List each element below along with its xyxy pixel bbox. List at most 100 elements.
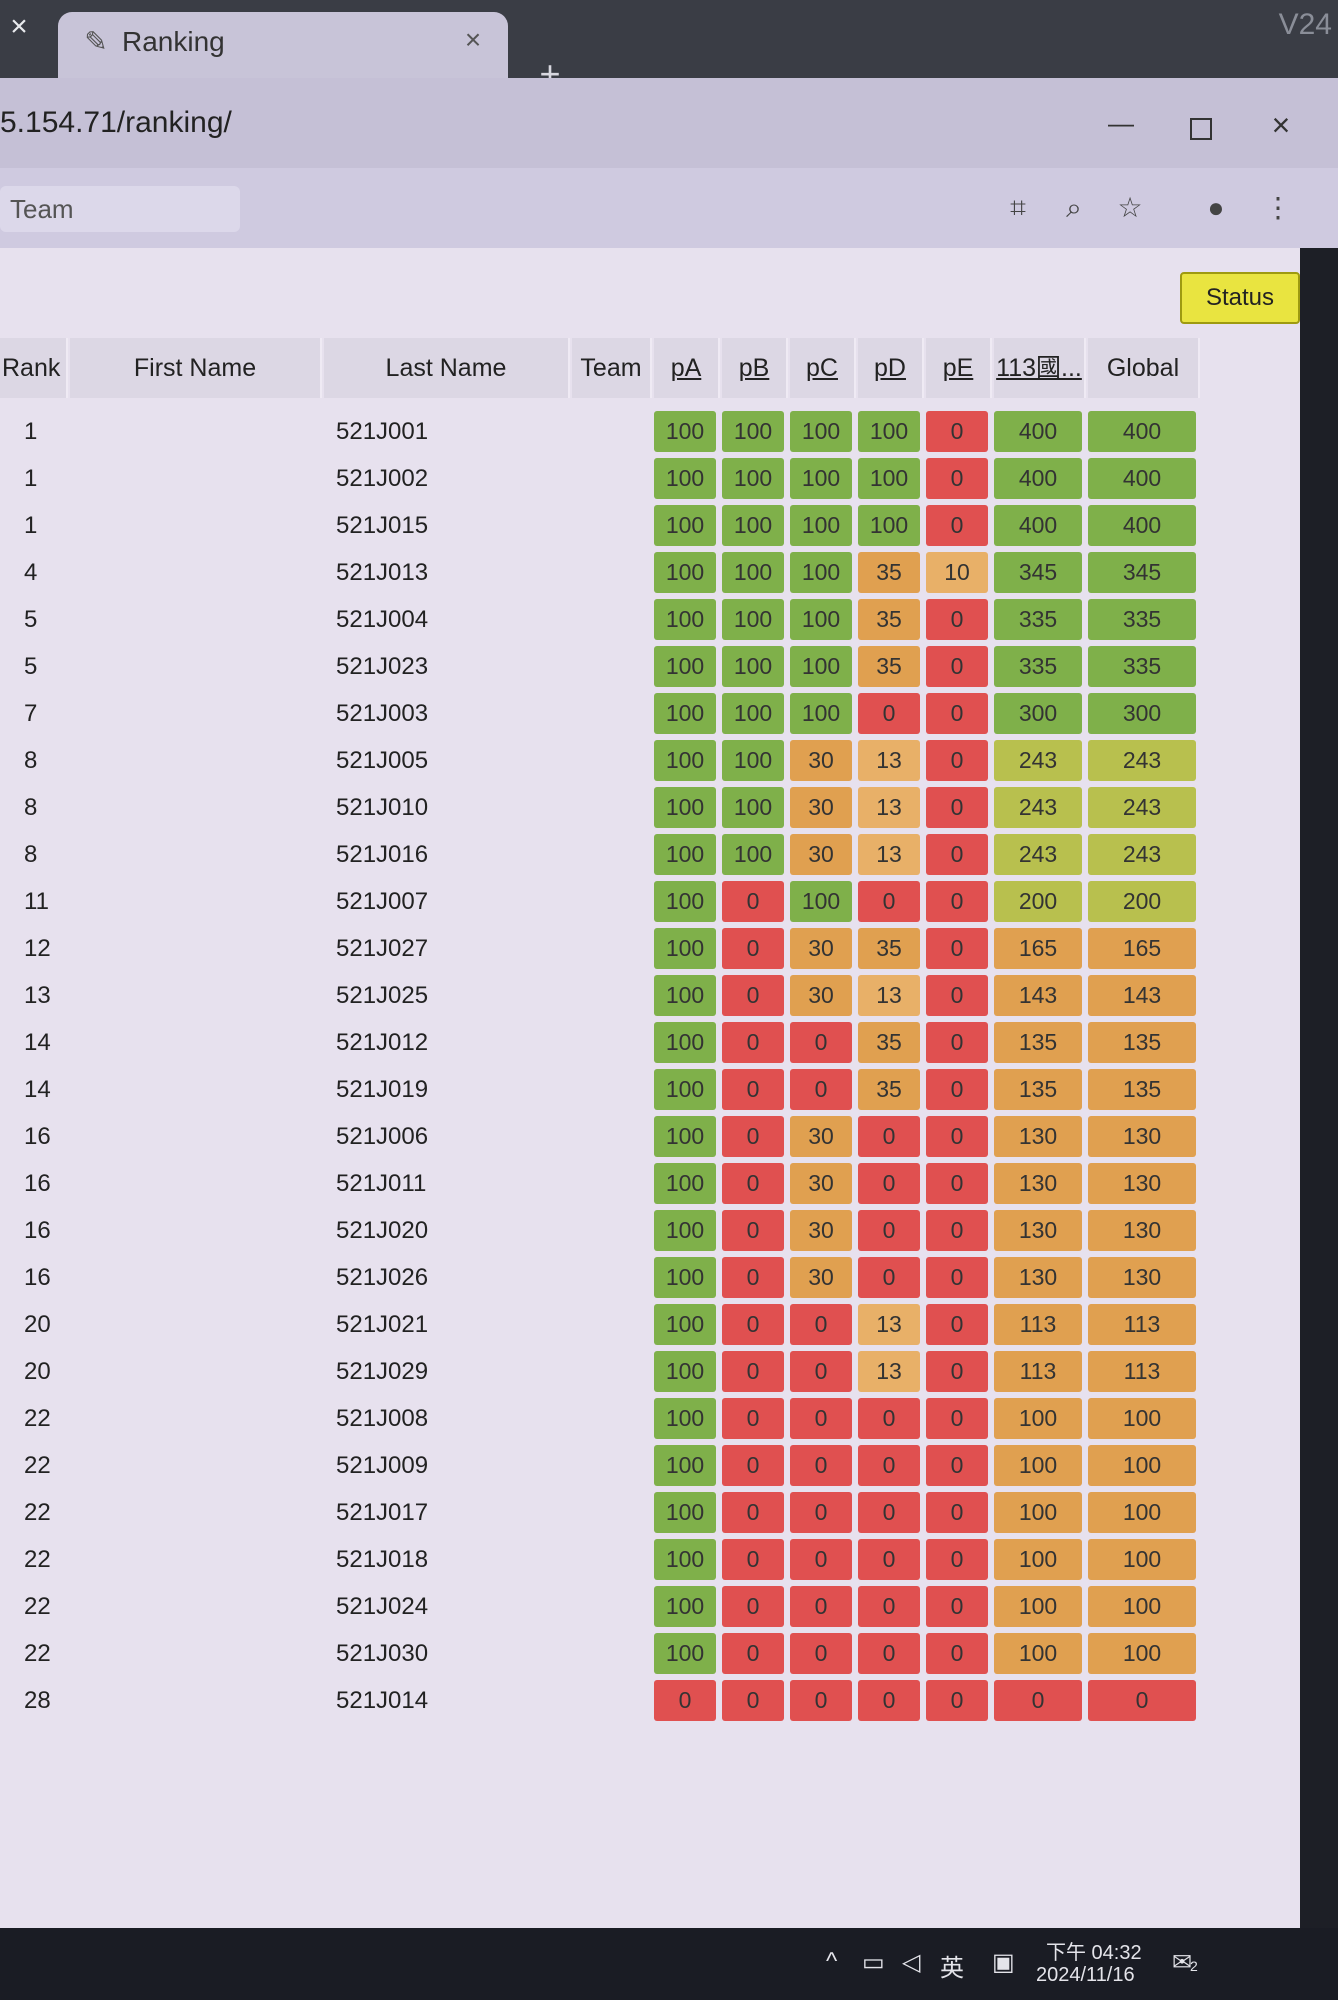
- table-row: 8 521J016 100 100 30 13 0 243 243: [0, 831, 1220, 878]
- menu-icon[interactable]: ⋮: [1264, 192, 1292, 223]
- table-row: 4 521J013 100 100 100 35 10 345 345: [0, 549, 1220, 596]
- close-icon[interactable]: ×: [10, 10, 28, 43]
- score-global: 400: [1088, 505, 1196, 546]
- maximize-icon[interactable]: [1190, 118, 1212, 140]
- score-global: 400: [1088, 458, 1196, 499]
- score-pe: 0: [926, 1116, 988, 1157]
- minimize-icon[interactable]: —: [1108, 108, 1134, 138]
- score-pc: 100: [790, 411, 852, 452]
- score-pb: 0: [722, 1586, 784, 1627]
- score-pe: 0: [926, 1492, 988, 1533]
- score-pb: 0: [722, 1304, 784, 1345]
- score-global: 130: [1088, 1163, 1196, 1204]
- score-contest: 243: [994, 740, 1082, 781]
- score-pc: 100: [790, 552, 852, 593]
- page-toolbar: Team ⌗ ⌕ ☆ ● ⋮: [0, 168, 1338, 248]
- col-pa[interactable]: pA: [654, 338, 720, 398]
- score-global: 100: [1088, 1586, 1196, 1627]
- score-pa: 100: [654, 740, 716, 781]
- score-global: 335: [1088, 646, 1196, 687]
- taskbar: ^ ▭ ◁ 英 ▣ 下午 04:32 2024/11/16 ✉ 2: [0, 1928, 1338, 2000]
- score-pe: 0: [926, 1022, 988, 1063]
- score-contest: 100: [994, 1586, 1082, 1627]
- col-pe[interactable]: pE: [926, 338, 992, 398]
- score-contest: 100: [994, 1445, 1082, 1486]
- score-pc: 0: [790, 1539, 852, 1580]
- col-first-name[interactable]: First Name: [70, 338, 322, 398]
- last-name-cell: 521J013: [336, 559, 429, 586]
- address-bar: 5.154.71/ranking/ — ×: [0, 78, 1338, 168]
- tray-expand-icon[interactable]: ^: [826, 1948, 838, 1975]
- team-search-input[interactable]: Team: [0, 186, 240, 232]
- col-contest[interactable]: 113國...: [994, 338, 1086, 398]
- score-pa: 100: [654, 1539, 716, 1580]
- table-row: 5 521J004 100 100 100 35 0 335 335: [0, 596, 1220, 643]
- score-pb: 100: [722, 505, 784, 546]
- last-name-cell: 521J010: [336, 794, 429, 821]
- score-pe: 0: [926, 646, 988, 687]
- score-global: 100: [1088, 1492, 1196, 1533]
- score-pd: 0: [858, 1445, 920, 1486]
- score-global: 243: [1088, 740, 1196, 781]
- score-pe: 0: [926, 1445, 988, 1486]
- last-name-cell: 521J012: [336, 1029, 429, 1056]
- table-row: 1 521J002 100 100 100 100 0 400 400: [0, 455, 1220, 502]
- score-pa: 100: [654, 1351, 716, 1392]
- score-pa: 100: [654, 881, 716, 922]
- score-pb: 0: [722, 1163, 784, 1204]
- col-global[interactable]: Global: [1088, 338, 1200, 398]
- score-global: 400: [1088, 411, 1196, 452]
- score-pb: 100: [722, 834, 784, 875]
- col-rank[interactable]: Rank: [0, 338, 68, 398]
- table-row: 14 521J012 100 0 0 35 0 135 135: [0, 1019, 1220, 1066]
- last-name-cell: 521J026: [336, 1264, 429, 1291]
- ime-mode-icon[interactable]: ▣: [992, 1949, 1015, 1976]
- notification-icon[interactable]: ✉: [1172, 1949, 1193, 1976]
- ime-indicator[interactable]: 英: [940, 1955, 964, 1982]
- score-pe: 0: [926, 411, 988, 452]
- translate-icon[interactable]: ⌗: [1010, 192, 1026, 223]
- last-name-cell: 521J001: [336, 418, 429, 445]
- col-pb[interactable]: pB: [722, 338, 788, 398]
- zoom-icon[interactable]: ⌕: [1066, 192, 1082, 223]
- rank-cell: 28: [24, 1687, 51, 1714]
- url-field[interactable]: 5.154.71/ranking/: [0, 106, 232, 139]
- table-header: Rank First Name Last Name Team pA pB pC …: [0, 338, 1220, 398]
- score-pc: 0: [790, 1680, 852, 1721]
- last-name-cell: 521J014: [336, 1687, 429, 1714]
- col-last-name[interactable]: Last Name: [324, 338, 570, 398]
- table-row: 14 521J019 100 0 0 35 0 135 135: [0, 1066, 1220, 1113]
- rank-cell: 22: [24, 1405, 51, 1432]
- star-icon[interactable]: ☆: [1117, 192, 1143, 223]
- score-pa: 100: [654, 1069, 716, 1110]
- network-icon[interactable]: ▭: [862, 1949, 885, 1976]
- score-global: 165: [1088, 928, 1196, 969]
- status-button[interactable]: Status: [1180, 272, 1300, 324]
- rank-cell: 7: [24, 700, 38, 727]
- col-pd[interactable]: pD: [858, 338, 924, 398]
- window-close-icon[interactable]: ×: [1271, 107, 1291, 143]
- score-pb: 0: [722, 1116, 784, 1157]
- score-pb: 0: [722, 1398, 784, 1439]
- profile-icon[interactable]: ●: [1207, 192, 1225, 223]
- score-contest: 100: [994, 1539, 1082, 1580]
- col-pc[interactable]: pC: [790, 338, 856, 398]
- volume-icon[interactable]: ◁: [902, 1949, 921, 1976]
- score-pe: 0: [926, 1210, 988, 1251]
- score-global: 100: [1088, 1398, 1196, 1439]
- clock-date[interactable]: 2024/11/16: [1036, 1964, 1135, 1986]
- tab-ranking[interactable]: ✎ Ranking ×: [58, 12, 508, 78]
- table-row: 7 521J003 100 100 100 0 0 300 300: [0, 690, 1220, 737]
- clock-time[interactable]: 下午 04:32: [1046, 1942, 1142, 1964]
- score-pc: 100: [790, 599, 852, 640]
- tab-close-icon[interactable]: ×: [464, 24, 482, 55]
- score-contest: 165: [994, 928, 1082, 969]
- col-team[interactable]: Team: [572, 338, 652, 398]
- score-pc: 0: [790, 1492, 852, 1533]
- last-name-cell: 521J024: [336, 1593, 429, 1620]
- score-pc: 0: [790, 1633, 852, 1674]
- score-pa: 100: [654, 928, 716, 969]
- last-name-cell: 521J005: [336, 747, 429, 774]
- score-pa: 100: [654, 1022, 716, 1063]
- table-row: 22 521J017 100 0 0 0 0 100 100: [0, 1489, 1220, 1536]
